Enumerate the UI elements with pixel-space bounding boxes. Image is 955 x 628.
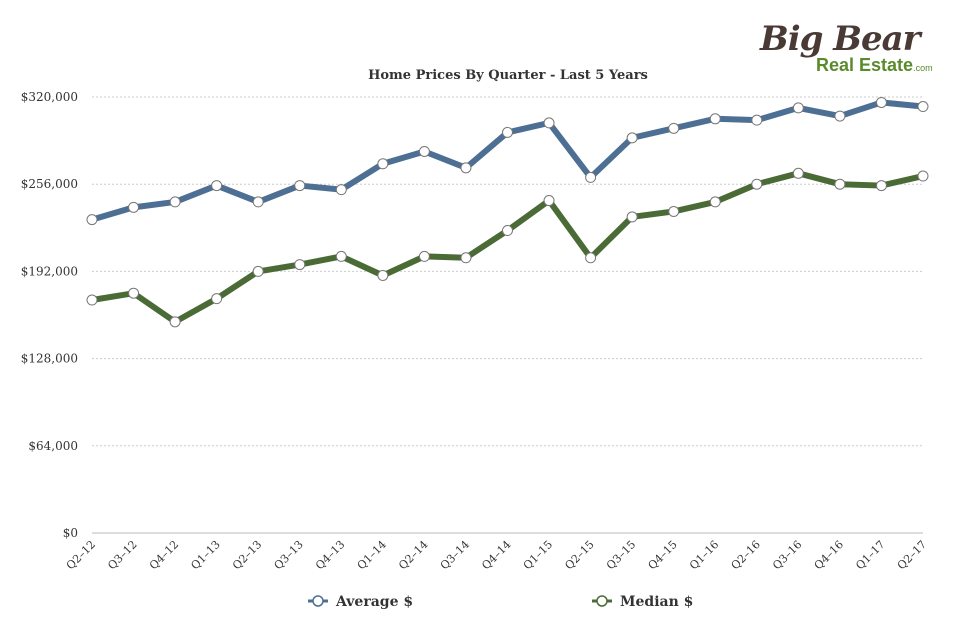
x-tick-label: Q2–15 [562, 538, 596, 572]
x-tick-label: Q1–15 [521, 538, 555, 572]
x-tick-label: Q4–14 [479, 538, 513, 572]
legend-marker [312, 595, 324, 607]
legend-marker [596, 595, 608, 607]
data-point[interactable] [418, 146, 430, 157]
data-point[interactable] [834, 110, 846, 122]
x-tick-label: Q2–17 [895, 538, 929, 572]
data-point[interactable] [252, 265, 264, 277]
y-tick-label: $256,000 [21, 177, 78, 191]
data-point[interactable] [792, 102, 804, 114]
data-point[interactable] [86, 214, 98, 226]
data-point[interactable] [917, 101, 929, 113]
x-tick-label: Q4–13 [313, 538, 347, 572]
x-axis-labels: Q2–12 Q3–12 Q4–12 Q1–13 Q2–13 Q3–13 Q4–13 Q1–14… [64, 538, 929, 572]
data-point[interactable] [128, 201, 140, 213]
data-point[interactable] [792, 167, 804, 179]
x-tick-label: Q4–15 [646, 538, 680, 572]
data-point[interactable] [626, 211, 638, 223]
data-point[interactable] [460, 252, 472, 264]
data-point[interactable] [668, 205, 680, 217]
x-tick-label: Q2–13 [230, 538, 264, 572]
logo-real-estate-label: Real Estate [816, 55, 914, 75]
data-point[interactable] [252, 196, 264, 208]
data-point[interactable] [543, 117, 555, 129]
y-tick-label: $192,000 [21, 264, 78, 278]
x-tick-label: Q1–17 [853, 538, 887, 572]
x-tick-label: Q4–12 [147, 538, 181, 572]
x-tick-label: Q3–15 [604, 538, 638, 572]
logo-com-label: .com [913, 63, 933, 73]
data-point[interactable] [294, 259, 306, 271]
legend-item-median[interactable]: Median $ [592, 594, 693, 610]
series-average [86, 96, 929, 226]
x-tick-label: Q2–14 [396, 538, 430, 572]
data-point[interactable] [460, 162, 472, 174]
x-tick-label: Q2–16 [729, 538, 763, 572]
data-point[interactable] [834, 178, 846, 190]
data-point[interactable] [585, 171, 597, 183]
data-point[interactable] [335, 184, 347, 196]
data-point[interactable] [377, 158, 389, 170]
y-tick-label: $320,000 [21, 90, 78, 104]
x-tick-label: Q3–12 [105, 538, 139, 572]
data-point[interactable] [585, 252, 597, 264]
data-point[interactable] [626, 132, 638, 144]
data-point[interactable] [211, 180, 223, 192]
data-point[interactable] [917, 170, 929, 182]
x-tick-label: Q2–12 [64, 538, 98, 572]
logo-big-bear-text: Big Bear [760, 19, 921, 59]
legend-label: Average $ [335, 594, 413, 610]
data-point[interactable] [418, 250, 430, 262]
data-point[interactable] [875, 96, 887, 108]
data-point[interactable] [294, 180, 306, 192]
series-line [89, 99, 926, 223]
x-tick-label: Q3–14 [438, 538, 472, 572]
grid-lines [92, 96, 923, 534]
x-tick-label: Q3–13 [272, 538, 306, 572]
y-tick-label: $64,000 [28, 439, 78, 453]
y-tick-label: $0 [63, 526, 78, 540]
data-point[interactable] [875, 180, 887, 192]
data-point[interactable] [169, 196, 181, 208]
x-tick-label: Q1–14 [355, 538, 389, 572]
x-tick-label: Q4–16 [812, 538, 846, 572]
data-point[interactable] [502, 225, 513, 237]
data-point[interactable] [751, 178, 763, 190]
legend-item-average[interactable]: Average $ [308, 594, 413, 610]
data-point[interactable] [543, 195, 555, 207]
x-tick-label: Q1–16 [687, 538, 721, 572]
data-point[interactable] [335, 250, 347, 262]
logo-real-estate-text: Real Estate.com [816, 56, 933, 74]
legend-label: Median $ [620, 594, 693, 610]
data-point[interactable] [211, 293, 223, 305]
series-lines [86, 96, 929, 328]
y-axis-labels: $0 $64,000 $128,000 $192,000 $256,000 $320,00… [21, 90, 78, 540]
data-point[interactable] [169, 316, 181, 328]
series-median [86, 167, 929, 328]
data-point[interactable] [751, 114, 763, 126]
data-point[interactable] [709, 196, 721, 208]
data-point[interactable] [377, 269, 389, 281]
chart-title: Home Prices By Quarter - Last 5 Years [368, 68, 648, 83]
x-tick-label: Q3–16 [770, 538, 804, 572]
data-point[interactable] [502, 126, 513, 138]
legend: Average $ Median $ [308, 594, 693, 610]
data-point[interactable] [668, 122, 680, 134]
data-point[interactable] [128, 287, 140, 299]
x-tick-label: Q1–13 [188, 538, 222, 572]
data-point[interactable] [709, 113, 721, 125]
big-bear-logo: Big Bear Real Estate.com [760, 22, 935, 80]
data-point[interactable] [86, 294, 98, 306]
y-tick-label: $128,000 [21, 352, 78, 366]
